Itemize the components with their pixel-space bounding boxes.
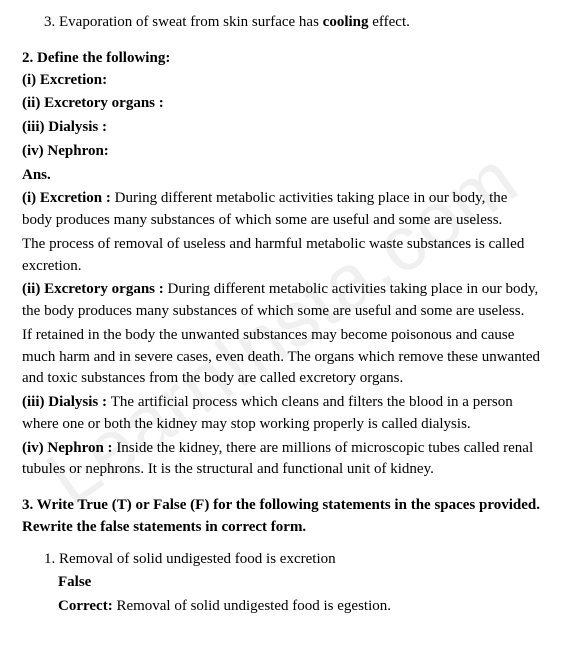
ans-i-p1: (i) Excretion : During different metabol… [22,188,541,232]
label: (ii) Excretory organs : [22,281,168,297]
list-item-3: 3. Evaporation of sweat from skin surfac… [44,12,541,34]
document-body: 3. Evaporation of sweat from skin surfac… [22,12,541,618]
bold-word: cooling [323,14,369,30]
ans-ii-p1: (ii) Excretory organs : During different… [22,279,541,323]
correct-text: Removal of solid undigested food is eges… [113,598,391,614]
q2-sub-ii: (ii) Excretory organs : [22,93,541,115]
ans-label: Ans. [22,165,541,187]
text: effect. [369,14,410,30]
q3-heading: 3. Write True (T) or False (F) for the f… [22,495,541,539]
q3-item-1-false: False [58,572,541,594]
stmt: Removal of solid undigested food is excr… [59,551,336,567]
q2-heading: 2. Define the following: [22,48,541,70]
ans-i-p2: The process of removal of useless and ha… [22,234,541,278]
ans-iii-p1: (iii) Dialysis : The artificial process … [22,392,541,436]
q2-sub-iv: (iv) Nephron: [22,141,541,163]
correct-label: Correct: [58,598,113,614]
q2-sub-iii: (iii) Dialysis : [22,117,541,139]
text: Evaporation of sweat from skin surface h… [59,14,323,30]
num: 1. [44,551,55,567]
label: (iv) Nephron : [22,440,116,456]
label: (iii) Dialysis : [22,394,111,410]
ans-ii-p2: If retained in the body the unwanted sub… [22,325,541,390]
label: (i) Excretion : [22,190,115,206]
q2-sub-i: (i) Excretion: [22,70,541,92]
q3-item-1-correct: Correct: Removal of solid undigested foo… [58,596,541,618]
num: 3. [44,14,55,30]
ans-iv-p1: (iv) Nephron : Inside the kidney, there … [22,438,541,482]
q3-item-1: 1. Removal of solid undigested food is e… [44,549,541,571]
